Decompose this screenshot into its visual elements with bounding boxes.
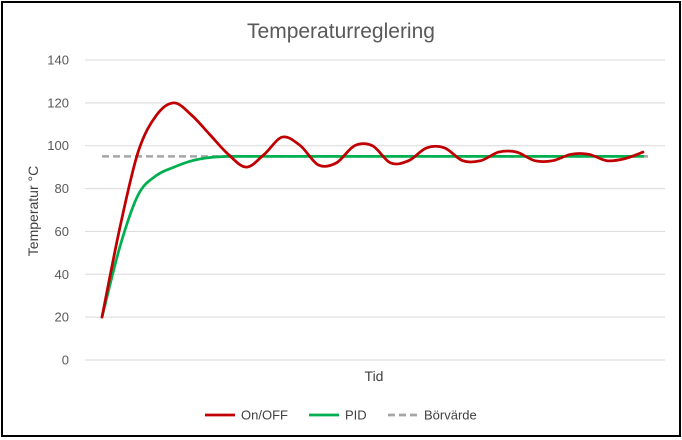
gridlines	[85, 59, 665, 361]
series-line-1	[100, 154, 645, 319]
y-tick-label-60: 60	[55, 224, 69, 239]
y-axis-label: Temperatur °C	[25, 166, 41, 256]
legend: On/OFF PID Börvärde	[205, 408, 477, 423]
chart-title: Temperaturreglering	[247, 20, 435, 43]
y-tick-label-100: 100	[47, 138, 69, 153]
x-axis-label: Tid	[365, 368, 384, 384]
y-tick-label-140: 140	[47, 53, 69, 68]
y-axis-ticks: 0 20 40 60 80 100 120 140	[47, 53, 69, 368]
y-tick-label-80: 80	[55, 181, 69, 196]
y-tick-label-40: 40	[55, 267, 69, 282]
legend-label-0: On/OFF	[241, 408, 288, 423]
y-tick-label-120: 120	[47, 95, 69, 110]
y-tick-label-0: 0	[62, 353, 69, 368]
series-lines	[100, 101, 649, 319]
legend-label-1: PID	[345, 408, 367, 423]
legend-label-2: Börvärde	[424, 408, 477, 423]
y-tick-label-20: 20	[55, 310, 69, 325]
chart: Temperaturreglering 0 20 40 60 80 100 120 140 T…	[25, 20, 665, 423]
series-line-0	[100, 101, 645, 319]
